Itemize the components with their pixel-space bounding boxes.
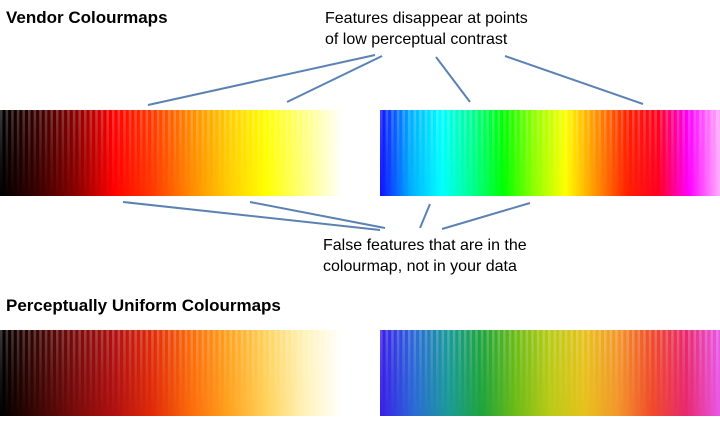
- callout-line: [122, 201, 381, 231]
- callout-line: [286, 55, 383, 103]
- top-annotation-line-2: of low perceptual contrast: [325, 31, 508, 48]
- colourmap-gradient: [380, 110, 720, 196]
- vendor-heat-colourmap: [0, 110, 342, 196]
- colourmap-test-pattern: [0, 110, 342, 196]
- top-annotation: Features disappear at points of low perc…: [325, 8, 528, 50]
- callout-line: [419, 203, 431, 229]
- colourmap-gradient: [0, 110, 342, 196]
- colourmap-test-pattern: [380, 110, 719, 196]
- colourmap-gradient: [380, 330, 720, 416]
- vendor-heading: Vendor Colourmaps: [6, 8, 168, 27]
- callout-line: [435, 56, 471, 103]
- callout-line: [504, 55, 644, 105]
- top-annotation-line-1: Features disappear at points: [325, 10, 528, 27]
- callout-line: [147, 54, 376, 106]
- colourmap-test-pattern: [0, 330, 342, 416]
- colourmap-test-pattern: [380, 330, 719, 416]
- bottom-annotation: False features that are in the colourmap…: [323, 235, 527, 277]
- vendor-rainbow-colourmap: [380, 110, 720, 196]
- colourmap-gradient: [0, 330, 342, 416]
- uniform-heat-colourmap: [0, 330, 342, 416]
- callout-line: [441, 202, 531, 230]
- uniform-rainbow-colourmap: [380, 330, 720, 416]
- bottom-annotation-line-1: False features that are in the: [323, 237, 527, 254]
- callout-line: [249, 201, 386, 229]
- bottom-annotation-line-2: colourmap, not in your data: [323, 258, 517, 275]
- uniform-heading: Perceptually Uniform Colourmaps: [6, 296, 281, 315]
